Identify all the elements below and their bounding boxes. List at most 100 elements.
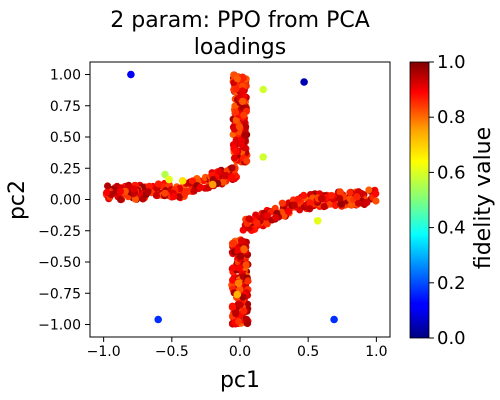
data-point bbox=[228, 174, 236, 182]
outlier-point bbox=[154, 315, 162, 324]
data-point bbox=[103, 188, 111, 197]
data-point bbox=[240, 307, 248, 315]
data-point bbox=[117, 196, 125, 204]
data-point bbox=[336, 194, 344, 203]
colorbar-tick-label: 0.4 bbox=[437, 218, 466, 239]
data-point bbox=[233, 75, 241, 83]
y-tick-label: 0.25 bbox=[50, 161, 81, 177]
outlier-point bbox=[233, 290, 242, 299]
data-point bbox=[229, 239, 237, 247]
data-point bbox=[144, 188, 152, 196]
data-point bbox=[241, 131, 249, 139]
x-tick-label: 0.5 bbox=[297, 344, 319, 360]
data-point bbox=[244, 277, 252, 285]
colorbar-axis: 1.0 0.8 0.6 0.4 0.2 0.0 bbox=[429, 52, 466, 349]
chart-title-line-1: 2 param: PPO from PCA bbox=[110, 8, 370, 33]
data-point bbox=[145, 182, 153, 190]
y-tick-label: −0.50 bbox=[38, 255, 81, 271]
data-point bbox=[317, 194, 326, 202]
data-point bbox=[236, 301, 244, 309]
data-point bbox=[271, 213, 280, 222]
colorbar-tick-label: 0.6 bbox=[437, 162, 466, 183]
colorbar-tick-label: 0.0 bbox=[437, 328, 466, 349]
data-point bbox=[215, 168, 223, 176]
data-point bbox=[263, 212, 271, 220]
data-point bbox=[242, 261, 250, 269]
data-point bbox=[237, 253, 245, 261]
colorbar-label: fidelity value bbox=[471, 127, 496, 269]
data-point bbox=[238, 87, 247, 95]
outlier-point bbox=[208, 180, 217, 189]
data-point bbox=[237, 140, 246, 149]
y-tick-label: −0.75 bbox=[38, 286, 81, 302]
data-point bbox=[232, 310, 240, 318]
data-point bbox=[239, 293, 247, 301]
data-point bbox=[354, 199, 363, 207]
x-axis-label: pc1 bbox=[220, 368, 260, 393]
outlier-point bbox=[178, 177, 187, 185]
data-point bbox=[161, 189, 169, 197]
data-point bbox=[220, 172, 228, 180]
data-point bbox=[232, 116, 240, 124]
outlier-point bbox=[313, 217, 322, 225]
data-point bbox=[346, 189, 354, 197]
colorbar-tick-label: 1.0 bbox=[437, 52, 466, 73]
outlier-point bbox=[330, 315, 338, 324]
data-point bbox=[331, 201, 339, 210]
data-point bbox=[131, 195, 139, 203]
data-point bbox=[229, 303, 237, 311]
data-point bbox=[294, 195, 302, 203]
data-point bbox=[328, 192, 336, 200]
data-point bbox=[181, 190, 189, 198]
data-point bbox=[238, 237, 246, 245]
outlier-point bbox=[127, 70, 135, 79]
data-point bbox=[229, 264, 237, 272]
data-point bbox=[240, 111, 248, 119]
data-point bbox=[235, 317, 243, 326]
data-point bbox=[238, 97, 247, 105]
data-point bbox=[245, 215, 253, 223]
x-axis: −1.0 −0.5 0.0 0.5 1.0 bbox=[87, 337, 387, 360]
data-point bbox=[243, 157, 251, 165]
data-point bbox=[306, 199, 314, 207]
data-point bbox=[228, 164, 236, 172]
y-tick-label: 0.00 bbox=[50, 193, 81, 209]
points-layer bbox=[102, 70, 380, 328]
data-point bbox=[280, 212, 288, 220]
x-tick-label: 0.0 bbox=[229, 344, 251, 360]
x-tick-label: 1.0 bbox=[365, 344, 387, 360]
data-point bbox=[242, 123, 250, 131]
data-point bbox=[278, 199, 286, 207]
y-tick-label: 1.00 bbox=[50, 68, 81, 84]
data-point bbox=[290, 201, 298, 209]
data-point bbox=[336, 188, 344, 196]
data-point bbox=[253, 219, 261, 227]
data-point bbox=[235, 264, 243, 272]
data-point bbox=[372, 197, 380, 205]
y-axis: 1.00 0.75 0.50 0.25 0.00 −0.25 −0.50 −0.75 −1.00 bbox=[38, 68, 90, 334]
data-point bbox=[235, 123, 243, 131]
outlier-point bbox=[300, 78, 308, 86]
y-axis-label: pc2 bbox=[5, 180, 30, 220]
data-point bbox=[306, 205, 314, 213]
outlier-point bbox=[259, 153, 268, 161]
data-point bbox=[365, 186, 373, 194]
data-point bbox=[372, 190, 380, 198]
data-point bbox=[232, 147, 240, 155]
data-point bbox=[196, 183, 204, 192]
y-tick-label: 0.75 bbox=[50, 99, 81, 115]
data-point bbox=[300, 191, 308, 199]
y-tick-label: 0.50 bbox=[50, 130, 81, 146]
outlier-point bbox=[165, 175, 173, 184]
colorbar-tick-label: 0.2 bbox=[437, 273, 466, 294]
colorbar bbox=[409, 61, 430, 339]
chart-title-line-2: loadings bbox=[194, 35, 287, 60]
colorbar-tick-label: 0.8 bbox=[437, 107, 466, 128]
outlier-point bbox=[240, 245, 248, 254]
outlier-point bbox=[234, 279, 243, 288]
x-tick-label: −1.0 bbox=[87, 344, 121, 360]
data-point bbox=[188, 177, 197, 185]
data-point bbox=[233, 84, 241, 93]
x-tick-label: −0.5 bbox=[155, 344, 189, 360]
